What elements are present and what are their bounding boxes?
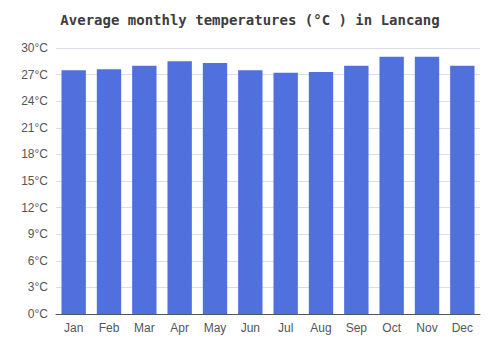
- svg-text:30°C: 30°C: [21, 41, 48, 55]
- svg-text:Aug: Aug: [310, 321, 331, 335]
- svg-text:Sep: Sep: [346, 321, 368, 335]
- svg-text:Average monthly temperatures (: Average monthly temperatures (°C ) in La…: [60, 12, 439, 28]
- svg-text:Feb: Feb: [99, 321, 120, 335]
- svg-text:9°C: 9°C: [28, 227, 48, 241]
- svg-text:12°C: 12°C: [21, 201, 48, 215]
- svg-text:6°C: 6°C: [28, 254, 48, 268]
- svg-text:0°C: 0°C: [28, 307, 48, 321]
- svg-text:Jul: Jul: [278, 321, 293, 335]
- svg-text:3°C: 3°C: [28, 280, 48, 294]
- svg-text:Apr: Apr: [170, 321, 189, 335]
- svg-text:Mar: Mar: [134, 321, 155, 335]
- svg-text:15°C: 15°C: [21, 174, 48, 188]
- svg-text:Dec: Dec: [452, 321, 473, 335]
- svg-text:May: May: [204, 321, 227, 335]
- svg-text:21°C: 21°C: [21, 121, 48, 135]
- svg-text:18°C: 18°C: [21, 147, 48, 161]
- svg-text:Nov: Nov: [416, 321, 437, 335]
- svg-text:27°C: 27°C: [21, 68, 48, 82]
- svg-text:Jun: Jun: [241, 321, 260, 335]
- svg-text:Jan: Jan: [64, 321, 83, 335]
- svg-text:Oct: Oct: [382, 321, 401, 335]
- svg-text:24°C: 24°C: [21, 94, 48, 108]
